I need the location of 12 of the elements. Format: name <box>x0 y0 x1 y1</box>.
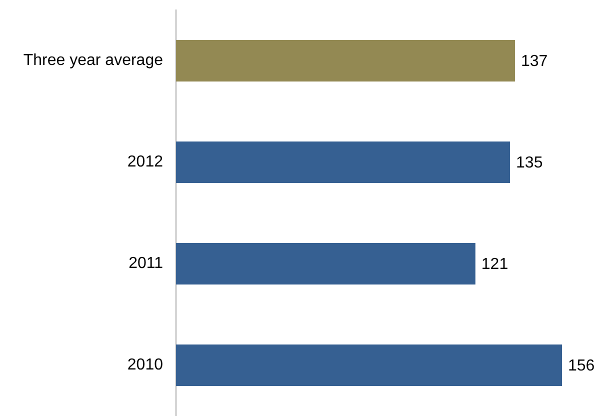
bar <box>176 344 562 386</box>
data-label: 137 <box>520 53 548 70</box>
data-label: 156 <box>568 358 595 375</box>
y-tick-label: 2012 <box>127 154 164 171</box>
y-tick-label: 2010 <box>127 356 164 374</box>
bar <box>176 40 515 82</box>
data-label: 135 <box>516 154 543 172</box>
y-tick-label: Three year average <box>23 52 164 70</box>
bar <box>176 242 476 285</box>
y-tick-label: 2011 <box>128 255 164 272</box>
data-label: 121 <box>481 256 508 274</box>
bar <box>176 141 510 184</box>
